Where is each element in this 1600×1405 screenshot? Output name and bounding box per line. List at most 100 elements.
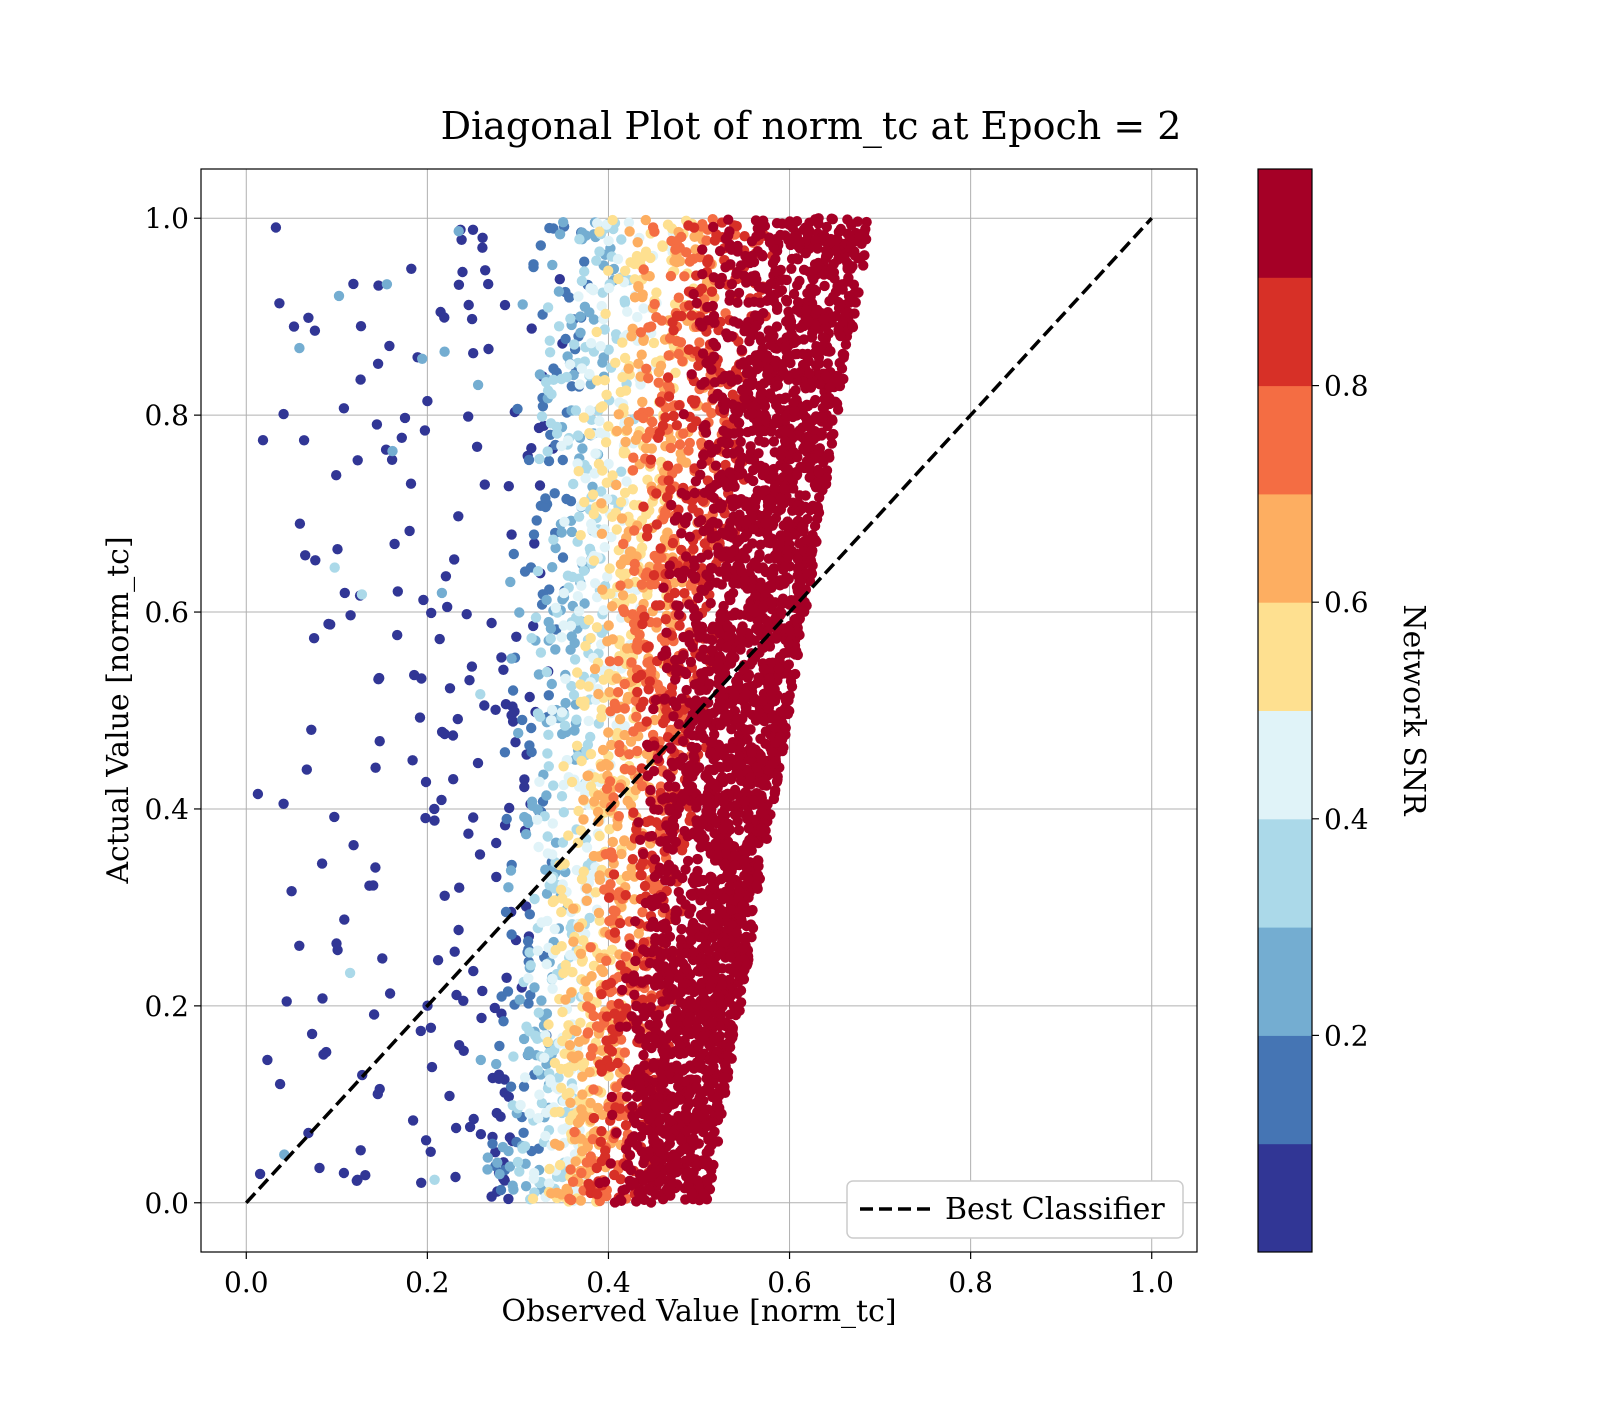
data-point (826, 431, 836, 441)
data-point (690, 574, 700, 584)
data-point (603, 266, 613, 276)
data-point (812, 243, 822, 253)
data-point (582, 896, 592, 906)
data-point (687, 1188, 697, 1198)
data-point (698, 712, 708, 722)
data-point (535, 480, 545, 490)
data-point (469, 1114, 479, 1124)
data-point (537, 411, 547, 421)
data-point (717, 808, 727, 818)
data-point (622, 307, 632, 317)
data-point (674, 349, 684, 359)
data-point (558, 217, 568, 227)
data-point (737, 345, 747, 355)
data-point (547, 260, 557, 270)
data-point (373, 674, 383, 684)
data-point (726, 495, 736, 505)
data-point (649, 766, 659, 776)
data-point (547, 984, 557, 994)
data-point (533, 842, 543, 852)
data-point (534, 1008, 544, 1018)
data-point (662, 663, 672, 673)
data-point (700, 488, 710, 498)
data-point (810, 521, 820, 531)
data-point (625, 940, 635, 950)
data-point (525, 1108, 535, 1118)
data-point (629, 566, 639, 576)
data-point (629, 500, 639, 510)
data-point (450, 947, 460, 957)
data-point (570, 654, 580, 664)
data-point (303, 313, 313, 323)
data-point (689, 289, 699, 299)
data-point (708, 393, 718, 403)
data-point (823, 358, 833, 368)
data-point (754, 331, 764, 341)
data-point (606, 1062, 616, 1072)
data-point (559, 807, 569, 817)
data-point (448, 730, 458, 740)
data-point (724, 226, 734, 236)
data-point (500, 747, 510, 757)
data-point (684, 1046, 694, 1056)
data-point (459, 1046, 469, 1056)
data-point (652, 1018, 662, 1028)
data-point (536, 995, 546, 1005)
data-point (678, 736, 688, 746)
data-point (687, 742, 697, 752)
data-point (579, 866, 589, 876)
data-point (683, 856, 693, 866)
data-point (453, 925, 463, 935)
data-point (576, 756, 586, 766)
data-point (770, 553, 780, 563)
data-point (420, 425, 430, 435)
data-point (592, 375, 602, 385)
data-point (454, 280, 464, 290)
data-point (600, 1145, 610, 1155)
data-point (683, 445, 693, 455)
data-point (575, 328, 585, 338)
data-point (657, 920, 667, 930)
data-point (616, 387, 626, 397)
data-point (588, 489, 598, 499)
data-point (633, 237, 643, 247)
data-point (377, 953, 387, 963)
data-point (618, 539, 628, 549)
data-point (601, 390, 611, 400)
data-point (668, 325, 678, 335)
data-point (594, 831, 604, 841)
data-point (526, 747, 536, 757)
data-point (480, 479, 490, 489)
data-point (491, 1059, 501, 1069)
data-point (546, 623, 556, 633)
data-point (600, 309, 610, 319)
data-point (614, 409, 624, 419)
data-point (696, 585, 706, 595)
data-point (764, 495, 774, 505)
data-point (715, 279, 725, 289)
data-point (483, 344, 493, 354)
data-point (576, 530, 586, 540)
data-point (555, 1160, 565, 1170)
data-point (521, 1181, 531, 1191)
data-point (614, 811, 624, 821)
data-point (332, 544, 342, 554)
data-point (429, 1175, 439, 1185)
data-point (653, 805, 663, 815)
data-point (634, 630, 644, 640)
data-point (701, 806, 711, 816)
data-point (615, 714, 625, 724)
data-point (649, 227, 659, 237)
data-point (501, 973, 511, 983)
data-point (560, 334, 570, 344)
data-point (724, 591, 734, 601)
data-point (565, 314, 575, 324)
data-point (477, 986, 487, 996)
data-point (483, 1152, 493, 1162)
data-point (564, 1194, 574, 1204)
data-point (592, 622, 602, 632)
data-point (851, 297, 861, 307)
data-point (306, 725, 316, 735)
data-point (409, 670, 419, 680)
data-point (500, 300, 510, 310)
